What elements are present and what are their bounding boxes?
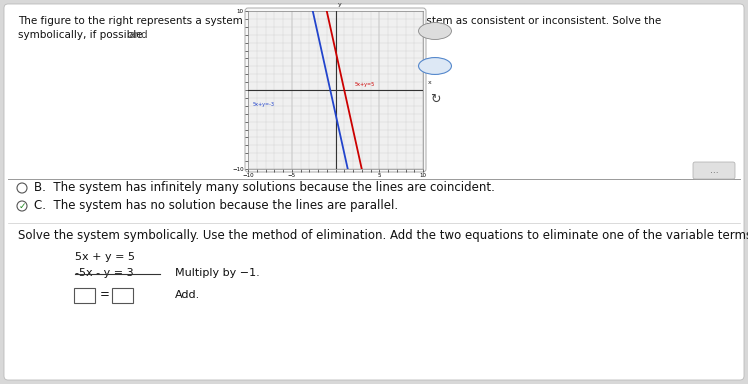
FancyBboxPatch shape bbox=[112, 288, 133, 303]
Text: ✓: ✓ bbox=[18, 202, 25, 210]
Text: The figure to the right represents a system of linear equations. Classify the sy: The figure to the right represents a sys… bbox=[18, 16, 661, 26]
Text: C.  The system has no solution because the lines are parallel.: C. The system has no solution because th… bbox=[34, 200, 398, 212]
Circle shape bbox=[17, 183, 27, 193]
FancyBboxPatch shape bbox=[4, 4, 744, 380]
Text: y: y bbox=[338, 2, 342, 7]
FancyBboxPatch shape bbox=[245, 8, 426, 172]
Text: x: x bbox=[427, 80, 431, 85]
Text: 5x + y = 5: 5x + y = 5 bbox=[75, 252, 135, 262]
Text: 5x+y=-3: 5x+y=-3 bbox=[252, 102, 275, 107]
Text: ...: ... bbox=[710, 166, 718, 175]
FancyBboxPatch shape bbox=[75, 288, 96, 303]
Text: symbolically, if possible.: symbolically, if possible. bbox=[18, 30, 146, 40]
Text: =: = bbox=[100, 288, 110, 301]
Text: Q: Q bbox=[431, 61, 439, 71]
Text: Solve the system symbolically. Use the method of elimination. Add the two equati: Solve the system symbolically. Use the m… bbox=[18, 229, 748, 242]
Circle shape bbox=[17, 201, 27, 211]
Text: -5x - y = 3: -5x - y = 3 bbox=[75, 268, 134, 278]
Text: Multiply by −1.: Multiply by −1. bbox=[175, 268, 260, 278]
Text: 5x+y=5: 5x+y=5 bbox=[355, 82, 375, 87]
Text: ↻: ↻ bbox=[430, 93, 441, 106]
FancyBboxPatch shape bbox=[693, 162, 735, 179]
Text: and: and bbox=[128, 30, 147, 40]
Text: B.  The system has infinitely many solutions because the lines are coincident.: B. The system has infinitely many soluti… bbox=[34, 182, 495, 195]
Text: Add.: Add. bbox=[175, 290, 200, 300]
